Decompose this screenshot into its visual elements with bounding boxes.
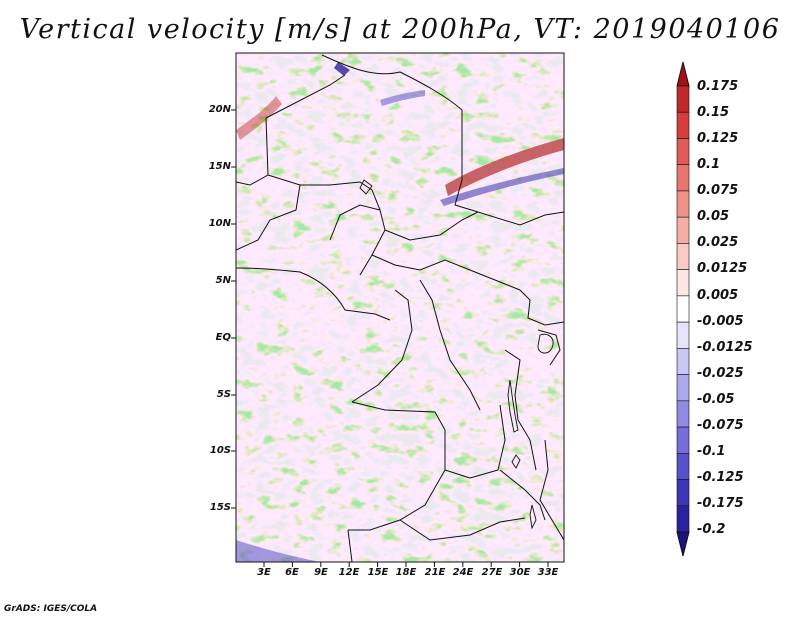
colorbar-label: 0.05	[697, 209, 730, 224]
country-borders	[236, 54, 564, 562]
lat-label: 5N	[215, 275, 231, 286]
colorbar-label: 0.175	[697, 79, 739, 94]
colorbar-swatch	[676, 295, 690, 323]
colorbar-label: -0.05	[697, 392, 735, 407]
lat-label: 15S	[209, 502, 231, 513]
lon-label: 27E	[481, 567, 503, 578]
colorbar-label: -0.075	[697, 418, 744, 433]
colorbar-top-triangle	[676, 61, 690, 87]
colorbar-label: 0.005	[697, 288, 739, 303]
credit-text: GrADS: IGES/COLA	[4, 604, 98, 614]
colorbar-label: -0.125	[697, 470, 744, 485]
colorbar-label: -0.025	[697, 366, 744, 381]
colorbar-label: -0.1	[697, 444, 726, 459]
colorbar-label: -0.0125	[697, 340, 753, 355]
colorbar-swatch	[676, 505, 690, 533]
lon-label: 24E	[452, 567, 474, 578]
map-title: Vertical velocity [m/s] at 200hPa, VT: 2…	[19, 14, 781, 45]
colorbar-label: 0.0125	[697, 261, 748, 276]
lon-label: 12E	[338, 567, 360, 578]
lat-label: 10S	[209, 445, 231, 456]
colorbar-swatch	[676, 321, 690, 349]
colorbar-swatch	[676, 216, 690, 244]
colorbar-swatch	[676, 85, 690, 113]
colorbar-swatch	[676, 243, 690, 270]
colorbar-label: 0.15	[697, 105, 730, 120]
colorbar-swatch	[676, 138, 690, 166]
colorbar-swatch	[676, 452, 690, 480]
colorbar-label: -0.175	[697, 496, 744, 511]
colorbar-bottom-triangle	[676, 531, 690, 557]
lon-label: 33E	[537, 567, 559, 578]
lakes	[359, 179, 554, 530]
latitude-ticks	[231, 109, 236, 509]
colorbar-label: -0.005	[697, 314, 744, 329]
vertical-velocity-field	[236, 53, 564, 562]
colorbar-swatch	[676, 426, 690, 454]
lat-label: 5S	[216, 389, 231, 400]
colorbar-label: 0.1	[697, 157, 721, 172]
lon-label: 21E	[424, 567, 446, 578]
colorbar-swatch	[676, 269, 690, 297]
lon-label: 3E	[257, 567, 271, 578]
lat-label: 15N	[208, 161, 231, 172]
colorbar-swatch	[676, 400, 690, 428]
colorbar-swatch	[676, 374, 690, 402]
lon-label: 6E	[285, 567, 299, 578]
colorbar-swatch	[676, 190, 690, 218]
colorbar-label: 0.125	[697, 131, 739, 146]
lon-label: 18E	[395, 567, 417, 578]
lon-label: 15E	[367, 567, 389, 578]
lat-label: EQ	[215, 332, 231, 343]
lat-label: 10N	[208, 218, 231, 229]
lat-label: 20N	[208, 104, 231, 115]
colorbar-swatch	[676, 348, 690, 375]
plot-frame	[235, 52, 565, 563]
colorbar-swatch	[676, 164, 690, 192]
longitude-ticks	[263, 562, 549, 567]
lon-label: 30E	[509, 567, 531, 578]
lon-label: 9E	[314, 567, 328, 578]
colorbar-label: 0.025	[697, 235, 739, 250]
colorbar-swatch	[676, 111, 690, 139]
colorbar-label: 0.075	[697, 183, 739, 198]
colorbar-swatch	[676, 479, 690, 507]
colorbar-label: -0.2	[697, 522, 726, 537]
colorbar	[676, 61, 690, 557]
